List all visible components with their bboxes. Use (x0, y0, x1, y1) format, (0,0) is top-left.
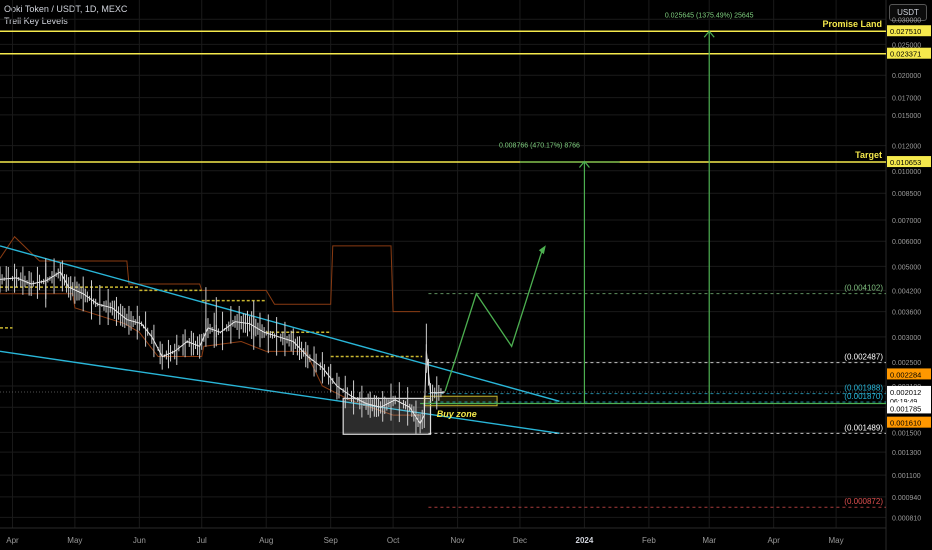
x-tick-label: Apr (6, 536, 19, 545)
price-tag-bg (887, 416, 931, 428)
price-tag-bg (887, 368, 931, 380)
y-axis: 0.030000 0.025000 0.020000 0.017000 0.015000… (892, 17, 921, 522)
price-tag: 0.002284 (890, 370, 921, 379)
y-tick-label: 0.000810 (892, 515, 921, 522)
fib-level-label: (0.001988) (844, 384, 883, 393)
y-tick-label: 0.015000 (892, 113, 921, 120)
x-tick-label: Aug (259, 536, 273, 545)
channel-upper (0, 235, 421, 313)
y-tick-label: 0.007000 (892, 218, 921, 225)
y-tick-label: 0.001300 (892, 450, 921, 457)
x-tick-label: Oct (387, 536, 400, 545)
measure-arrowhead (703, 30, 715, 38)
y-tick-label: 0.020000 (892, 73, 921, 80)
x-tick-label: May (829, 536, 844, 545)
price-tag: 0.002012 (890, 388, 921, 397)
currency-button[interactable]: USDT (889, 4, 927, 21)
level-tag: 0.023371 (890, 50, 921, 59)
y-tick-label: 0.004200 (892, 288, 921, 295)
fib-level-label: (0.001870) (844, 392, 883, 401)
key-level-name: Promise Land (822, 19, 882, 29)
x-tick-label: Dec (513, 536, 527, 545)
y-tick-label: 0.006000 (892, 239, 921, 246)
y-tick-label: 0.025000 (892, 42, 921, 49)
fib-level-label: (0.001489) (844, 423, 883, 432)
buy-zone-label: Buy zone (437, 409, 477, 419)
level-tag: 0.027510 (890, 27, 921, 36)
x-tick-label: Feb (642, 536, 656, 545)
projection: 0.025645 (1375.49%) 25645 0.008766 (470.1… (444, 12, 754, 404)
x-tick-label: Nov (450, 536, 464, 545)
symbol-title: Ooki Token / USDT, 1D, MEXC (4, 4, 128, 14)
y-tick-label: 0.003600 (892, 310, 921, 317)
fib-level-label: (0.000872) (844, 497, 883, 506)
price-tag-bg (887, 402, 931, 414)
y-tick-label: 0.003000 (892, 335, 921, 342)
x-tick-label: Jul (197, 536, 207, 545)
y-tick-label: 0.010000 (892, 169, 921, 176)
price-line (0, 271, 446, 425)
y-tick-label: 0.001500 (892, 430, 921, 437)
projection-arrowhead (538, 245, 546, 255)
y-tick-label: 0.030000 (892, 17, 921, 24)
y-tick-label: 0.017000 (892, 96, 921, 103)
x-tick-label: May (67, 536, 82, 545)
price-tag: 0.001610 (890, 419, 921, 428)
y-tick-label: 0.002500 (892, 360, 921, 367)
price-tags: 0.027510 0.023371 0.010653 0.002284 0.002012… (887, 25, 931, 428)
measure-arrowhead (578, 160, 590, 168)
price-tag-bg (887, 385, 931, 406)
upper-trendline (0, 245, 560, 402)
level-tag-bg (887, 47, 931, 59)
level-tag-bg (887, 25, 931, 37)
projection-path (444, 248, 544, 392)
measure-label: 0.008766 (470.17%) 8766 (499, 142, 580, 149)
indicator-name: Trell Key Levels (4, 16, 68, 26)
fib-level-label: (0.004102) (844, 284, 883, 293)
levels: Promise Land Target (0.004102) (0.002487) (0… (0, 19, 886, 508)
level-tag: 0.010653 (890, 158, 921, 167)
price-series (0, 258, 446, 434)
x-axis: Apr May Jun Jul Aug Sep Oct Nov Dec 2024 Feb Mar Apr… (6, 536, 843, 545)
entry-box (423, 395, 498, 407)
y-tick-label: 0.001100 (892, 473, 921, 480)
x-tick-label: Sep (324, 536, 339, 545)
y-tick-label: 0.000940 (892, 495, 921, 502)
key-level-name: Target (855, 150, 882, 160)
y-tick-label: 0.012000 (892, 144, 921, 151)
price-tag: 0.001785 (890, 404, 921, 413)
x-tick-label: Apr (767, 536, 780, 545)
x-tick-label: Jun (133, 536, 146, 545)
countdown-tag: 06:19:49 (890, 399, 917, 406)
y-tick-label: 0.008500 (892, 191, 921, 198)
fib-level-label: (0.002487) (844, 353, 883, 362)
y-tick-label: 0.005000 (892, 264, 921, 271)
x-tick-label: 2024 (576, 536, 594, 545)
x-tick-label: Mar (702, 536, 716, 545)
measure-label: 0.025645 (1375.49%) 25645 (665, 12, 754, 19)
level-tag-bg (887, 156, 931, 168)
grid (0, 0, 887, 550)
